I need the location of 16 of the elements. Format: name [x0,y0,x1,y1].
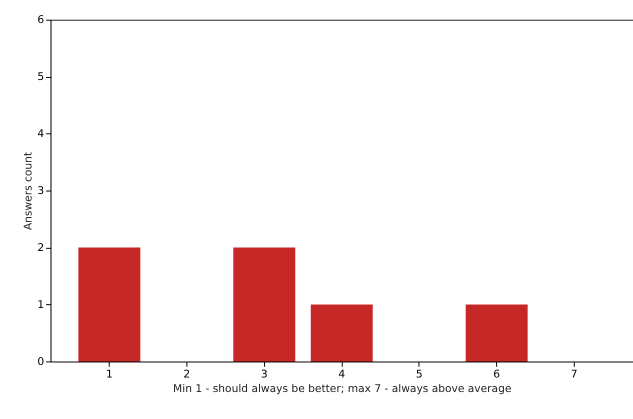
y-tick-label: 1 [37,298,44,311]
y-tick-label: 2 [37,240,44,254]
x-tick-label: 5 [416,367,423,380]
x-tick-label: 2 [183,367,190,380]
y-tick-label: 3 [37,184,44,197]
x-tick-label: 7 [570,367,578,380]
x-tick-label: 1 [106,367,113,380]
x-tick-label: 6 [493,367,500,380]
y-axis-title: Answers count [22,152,35,230]
y-tick-label: 0 [37,354,44,368]
x-axis-title: Min 1 - should always be better; max 7 - always above average [173,382,512,396]
y-tick-label: 4 [37,127,44,140]
x-tick-label: 4 [338,367,346,380]
y-tick-label: 5 [37,70,44,84]
y-tick-label: 6 [37,13,44,26]
x-tick-label: 3 [260,367,268,380]
